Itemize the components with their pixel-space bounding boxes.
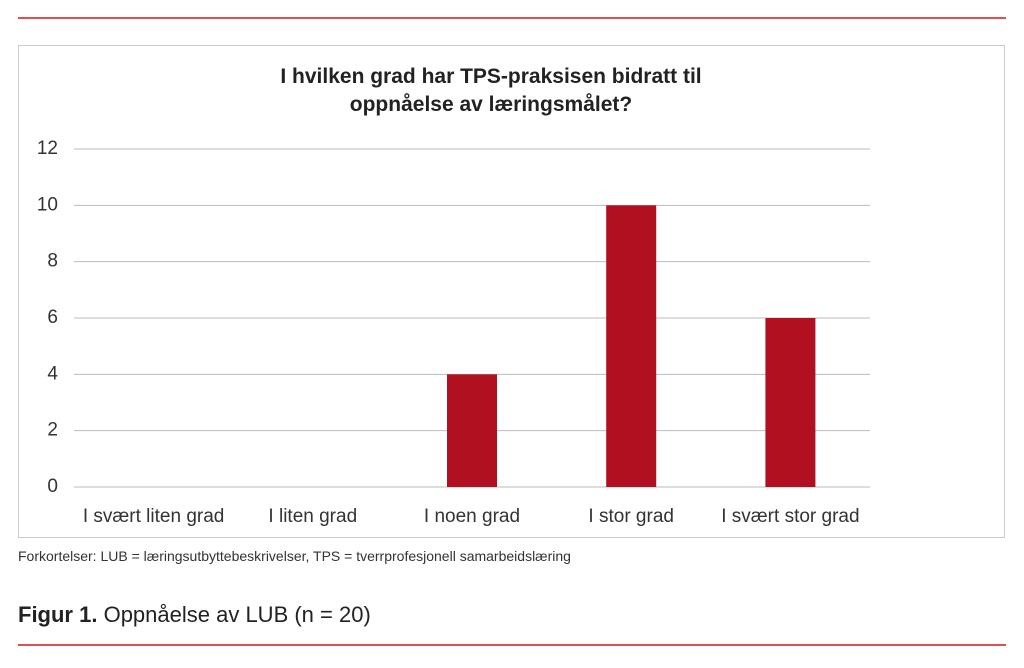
- figure-label: Figur 1.: [18, 602, 98, 627]
- y-tick-label: 6: [47, 307, 58, 328]
- y-tick-label: 10: [37, 194, 58, 215]
- top-rule: [18, 17, 1006, 19]
- bar: [606, 205, 657, 488]
- x-tick-label: I stor grad: [588, 506, 674, 527]
- chart-frame: [18, 45, 1005, 538]
- y-tick-label: 2: [47, 420, 58, 441]
- y-tick-label: 4: [47, 363, 58, 384]
- bar: [765, 318, 816, 487]
- bottom-rule: [18, 644, 1006, 646]
- chart: 0 2 4 6 8 10 12 I svært liten grad I liten grad I…: [37, 138, 870, 527]
- figure-text: Oppnåelse av LUB (n = 20): [103, 602, 371, 627]
- x-tick-label: I liten grad: [268, 506, 357, 527]
- y-tick-label: 8: [47, 251, 58, 272]
- x-tick-label: I svært liten grad: [83, 506, 225, 527]
- chart-title: I hvilken grad har TPS-praksisen bidratt…: [280, 65, 702, 116]
- y-tick-label: 12: [37, 138, 58, 159]
- y-tick-label: 0: [47, 476, 58, 497]
- figure-caption: Figur 1. Oppnåelse av LUB (n = 20): [18, 602, 371, 628]
- x-tick-label: I noen grad: [424, 506, 520, 527]
- bar: [447, 374, 497, 487]
- footnote: Forkortelser: LUB = læringsutbyttebeskri…: [18, 548, 571, 564]
- x-tick-label: I svært stor grad: [721, 506, 859, 527]
